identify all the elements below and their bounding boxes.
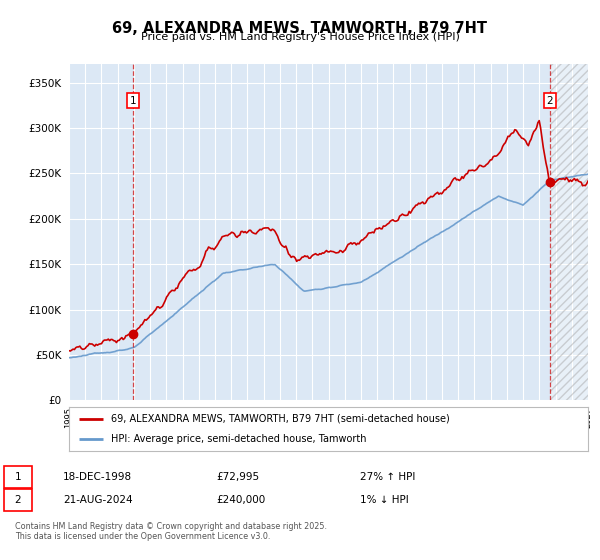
Text: 69, ALEXANDRA MEWS, TAMWORTH, B79 7HT (semi-detached house): 69, ALEXANDRA MEWS, TAMWORTH, B79 7HT (s…	[110, 414, 449, 424]
Text: 1% ↓ HPI: 1% ↓ HPI	[360, 495, 409, 505]
Text: 69, ALEXANDRA MEWS, TAMWORTH, B79 7HT: 69, ALEXANDRA MEWS, TAMWORTH, B79 7HT	[113, 21, 487, 36]
Text: Contains HM Land Registry data © Crown copyright and database right 2025.
This d: Contains HM Land Registry data © Crown c…	[15, 522, 327, 542]
Text: 27% ↑ HPI: 27% ↑ HPI	[360, 472, 415, 482]
Text: Price paid vs. HM Land Registry's House Price Index (HPI): Price paid vs. HM Land Registry's House …	[140, 32, 460, 43]
Text: 1: 1	[14, 472, 22, 482]
Text: 18-DEC-1998: 18-DEC-1998	[63, 472, 132, 482]
Text: 21-AUG-2024: 21-AUG-2024	[63, 495, 133, 505]
Text: 1: 1	[130, 96, 137, 106]
Text: 2: 2	[547, 96, 553, 106]
Text: HPI: Average price, semi-detached house, Tamworth: HPI: Average price, semi-detached house,…	[110, 434, 366, 444]
Text: £72,995: £72,995	[216, 472, 259, 482]
Bar	[550, 64, 588, 400]
Text: £240,000: £240,000	[216, 495, 265, 505]
Bar	[550, 64, 588, 400]
Text: 2: 2	[14, 495, 22, 505]
